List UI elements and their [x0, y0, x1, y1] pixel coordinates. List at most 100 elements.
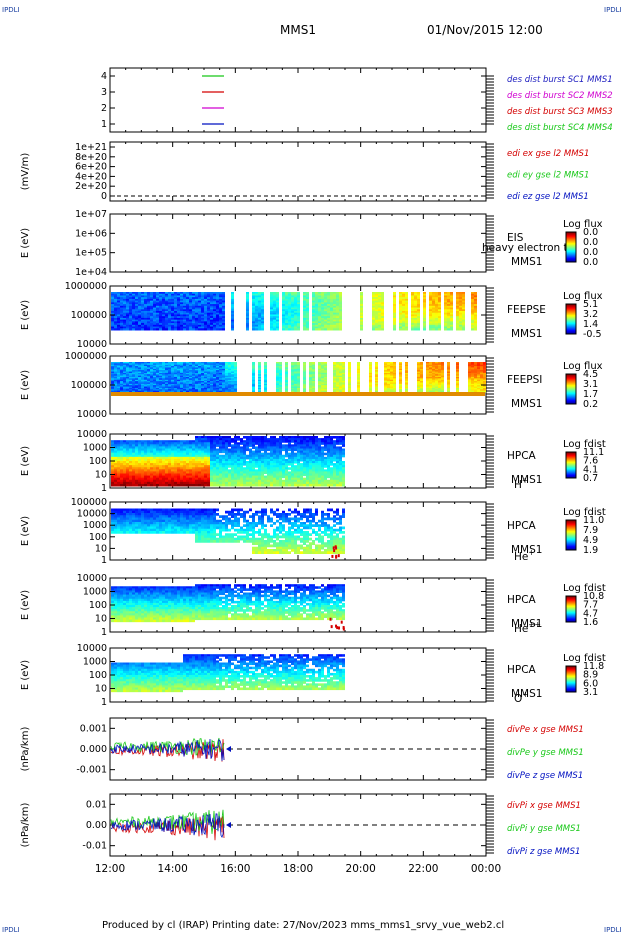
- spectrogram-cell: [123, 319, 126, 322]
- spectrogram-cell: [174, 469, 177, 472]
- spectrogram-cell: [198, 292, 201, 295]
- spectrogram-cell: [135, 461, 138, 464]
- spectrogram-cell: [159, 372, 162, 375]
- spectrogram-cell: [444, 314, 447, 317]
- spectrogram-cell: [255, 326, 258, 329]
- spectrogram-cell: [321, 321, 324, 324]
- spectrogram-cell: [477, 382, 480, 385]
- colorbar-band: [566, 377, 576, 379]
- spectrogram-cell: [159, 326, 162, 329]
- spectrogram-cell: [192, 328, 195, 331]
- spectrogram-cell: [174, 377, 177, 379]
- spectrogram-cell: [183, 295, 186, 298]
- spectrogram-cell: [342, 385, 345, 388]
- spectrogram-cell: [153, 312, 156, 315]
- spectrogram-cell: [270, 326, 273, 329]
- spectrogram-cell: [153, 481, 156, 485]
- spectrogram-cell: [159, 319, 162, 322]
- colorbar-band: [566, 259, 576, 261]
- spectrogram-cell: [117, 323, 120, 326]
- spectrogram-cell: [312, 297, 315, 300]
- spectrogram-cell: [444, 321, 447, 324]
- spectrogram-cell: [135, 326, 138, 329]
- colorbar-band: [566, 251, 576, 253]
- spectrogram-cell: [303, 316, 306, 319]
- spectrogram-cell: [186, 324, 189, 328]
- colorbar-band: [566, 331, 576, 333]
- spectrogram-cell: [312, 293, 315, 296]
- spectrogram-cell: [216, 297, 219, 300]
- spectrogram-cell: [312, 378, 315, 381]
- spectrogram-cell: [462, 302, 465, 305]
- spectrogram-cell: [258, 389, 261, 392]
- spectrogram-cell: [165, 385, 168, 388]
- spectrogram-cell: [432, 298, 435, 302]
- spectrogram-cell: [159, 450, 162, 454]
- spectrogram-cell: [459, 314, 462, 317]
- spectrogram-cell: [120, 461, 123, 464]
- spectrogram-cell: [192, 316, 195, 319]
- spectrogram-cell: [438, 328, 441, 331]
- spectrogram-cell: [135, 473, 138, 477]
- spectrogram-cell: [213, 309, 216, 312]
- spectrogram-cell: [333, 368, 336, 371]
- spectrogram-cell: [339, 381, 342, 383]
- spectrogram-cell: [360, 292, 363, 295]
- spectrogram-cell: [444, 316, 447, 319]
- spectrogram-cell: [309, 371, 312, 374]
- spectrogram-cell: [183, 292, 186, 295]
- spectrogram-cell: [138, 314, 141, 317]
- spectrogram-cell: [348, 382, 351, 385]
- spectrogram-cell: [144, 450, 147, 454]
- spectrogram-cell: [165, 328, 168, 331]
- spectrogram-cell: [174, 456, 177, 460]
- spectrogram-cell: [216, 377, 219, 379]
- spectrogram-cell: [417, 295, 420, 298]
- spectrogram-cell: [153, 383, 156, 386]
- spectrogram-cell: [228, 378, 231, 381]
- spectrogram-cell: [372, 328, 375, 331]
- spectrogram-cell: [252, 326, 255, 329]
- spectrogram-cell: [360, 305, 363, 309]
- spectrogram-cell: [183, 385, 186, 388]
- spectrogram-cell: [186, 381, 189, 383]
- spectrogram-cell: [162, 475, 165, 479]
- spectrogram-cell: [222, 311, 225, 314]
- spectrogram-cell: [303, 364, 306, 367]
- spectrogram-cell: [399, 389, 402, 392]
- spectrogram-cell: [447, 364, 450, 367]
- spectrogram-cell: [294, 362, 297, 364]
- spectrogram-cell: [222, 371, 225, 374]
- spectrogram-cell: [174, 467, 177, 470]
- spectrogram-cell: [189, 300, 192, 303]
- spectrogram-cell: [303, 367, 306, 370]
- spectrogram-cell: [219, 374, 222, 377]
- spectrogram-cell: [162, 381, 165, 383]
- spectrogram-cell: [279, 372, 282, 375]
- spectrogram-cell: [276, 324, 279, 328]
- spectrogram-cell: [429, 370, 432, 373]
- spectrogram-cell: [126, 446, 129, 449]
- spectrogram-cell: [276, 304, 279, 307]
- spectrogram-cell: [138, 469, 141, 472]
- spectrogram-cell: [147, 475, 150, 479]
- spectrogram-cell: [141, 378, 144, 381]
- spectrogram-cell: [144, 311, 147, 314]
- spectrogram-cell: [153, 483, 156, 487]
- spectrogram-cell: [411, 302, 414, 305]
- spectrogram-cell: [384, 383, 387, 386]
- spectrogram-cell: [405, 371, 408, 374]
- spectrogram-cell: [159, 463, 162, 466]
- spectrogram-cell: [381, 314, 384, 317]
- spectrogram-cell: [456, 371, 459, 374]
- spectrogram-cell: [261, 311, 264, 314]
- spectrogram-cell: [180, 328, 183, 331]
- spectrogram-cell: [141, 367, 144, 370]
- spectrogram-cell: [111, 324, 114, 328]
- spectrogram-cell: [222, 382, 225, 385]
- spectrogram-cell: [129, 307, 132, 310]
- spectrogram-cell: [195, 390, 198, 393]
- spectrogram-cell: [186, 382, 189, 385]
- spectrogram-cell: [321, 314, 324, 317]
- spectrogram-cell: [222, 321, 225, 324]
